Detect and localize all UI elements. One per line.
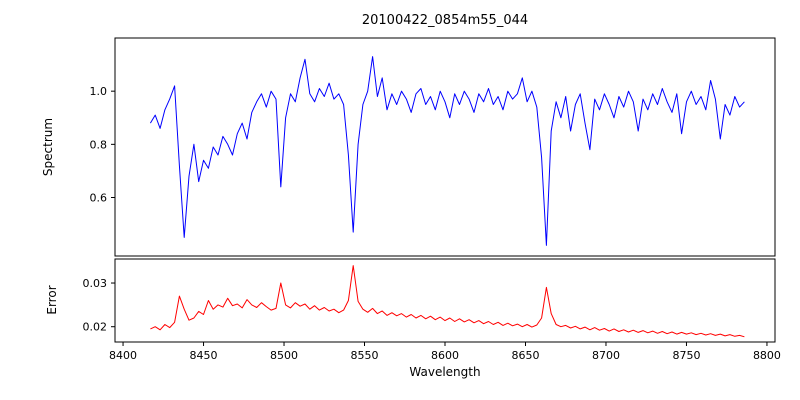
x-axis-label: Wavelength — [409, 365, 481, 379]
x-tick-label: 8750 — [672, 349, 700, 362]
x-tick-label: 8550 — [351, 349, 379, 362]
chart-title: 20100422_0854m55_044 — [361, 13, 529, 28]
spectrum-axes-frame — [114, 37, 776, 257]
error-y-tick-label: 0.03 — [83, 277, 108, 290]
spectrum-line — [149, 56, 745, 246]
spectrum-y-tick-label: 0.8 — [90, 138, 108, 151]
x-tick-label: 8500 — [270, 349, 298, 362]
x-tick-label: 8800 — [753, 349, 781, 362]
x-tick-label: 8450 — [190, 349, 218, 362]
error-y-tick-label: 0.02 — [83, 321, 108, 334]
spectrum-y-tick-label: 0.6 — [90, 192, 108, 205]
error-line — [150, 265, 745, 338]
x-tick-label: 8600 — [431, 349, 459, 362]
x-tick-label: 8400 — [109, 349, 137, 362]
error-axes-frame — [114, 258, 776, 343]
x-tick-label: 8650 — [511, 349, 539, 362]
x-tick-label: 8700 — [592, 349, 620, 362]
spectrum-y-tick-label: 1.0 — [90, 85, 108, 98]
